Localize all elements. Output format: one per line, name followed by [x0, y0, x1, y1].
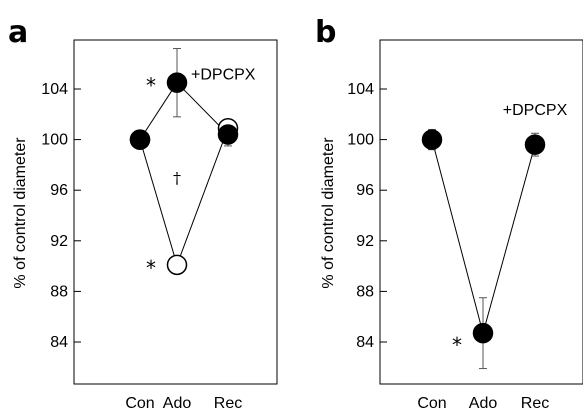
significance-dagger: †: [173, 169, 181, 188]
data-point-open: [166, 254, 188, 276]
x-tick-label: Rec: [521, 395, 549, 412]
y-tick-label: 100: [41, 132, 68, 149]
y-tick-label: 84: [356, 334, 374, 351]
y-tick-label: 104: [347, 81, 374, 98]
data-point-filled: [524, 134, 546, 155]
data-point-filled: [217, 124, 239, 145]
data-point-filled: [166, 72, 188, 93]
plot-frame: [73, 39, 278, 385]
y-tick-label: 100: [347, 132, 374, 149]
significance-star: *: [146, 74, 156, 98]
data-point-filled: [129, 129, 151, 150]
y-tick-label: 96: [50, 182, 68, 199]
significance-star: *: [146, 256, 156, 280]
annotation-label: +DPCPX: [191, 67, 256, 84]
x-tick-label: Ado: [469, 395, 498, 412]
series-line-segment: [431, 139, 484, 334]
panel-letter: a: [8, 15, 28, 50]
y-axis-label: % of control diameter: [12, 137, 29, 289]
y-tick-label: 84: [50, 334, 68, 351]
data-point-filled: [472, 322, 494, 344]
x-tick-label: Con: [125, 395, 154, 412]
annotation-label: +DPCPX: [503, 102, 568, 119]
series-line-segment: [139, 139, 178, 265]
series-line-segment: [482, 144, 536, 334]
y-tick-label: 88: [50, 283, 68, 300]
y-tick-label: 92: [356, 233, 374, 250]
plot-frame: [379, 39, 583, 385]
y-tick-label: 96: [356, 182, 374, 199]
series-line-segment: [176, 128, 229, 266]
significance-star: *: [452, 333, 462, 357]
panel-a: a 84 88 92 96 100 104 Con Ado Rec % of control dia…: [8, 15, 278, 412]
panel-letter: b: [315, 15, 336, 50]
y-tick-label: 88: [356, 283, 374, 300]
x-tick-label: Rec: [214, 395, 242, 412]
y-tick-label: 92: [50, 233, 68, 250]
y-axis-label: % of control diameter: [320, 137, 337, 289]
data-point-filled: [421, 129, 443, 150]
y-tick-label: 104: [41, 81, 68, 98]
x-tick-label: Ado: [163, 395, 192, 412]
panel-b: b 84 88 92 96 100 104 Con Ado Rec % of control dia…: [315, 15, 583, 412]
x-tick-label: Con: [417, 395, 446, 412]
series-line-segment: [139, 82, 178, 140]
